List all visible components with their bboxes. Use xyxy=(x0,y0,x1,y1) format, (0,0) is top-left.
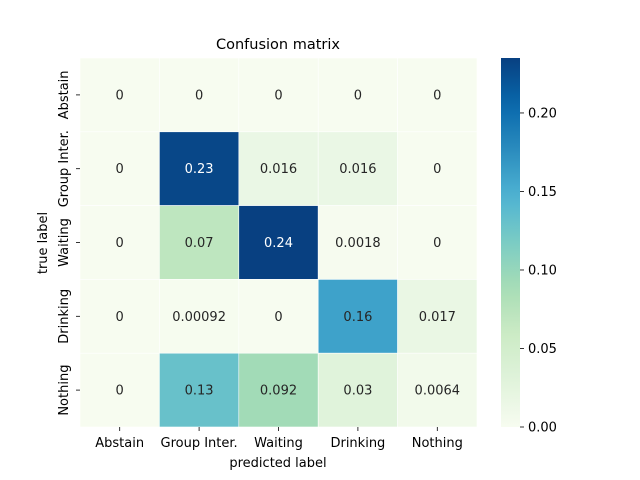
y-tick-label: Drinking xyxy=(57,289,72,344)
cell-value-label: 0.24 xyxy=(264,236,293,251)
heatmap-cell xyxy=(159,279,240,354)
y-tick-label: Group Inter. xyxy=(57,130,72,207)
cell-value-label: 0 xyxy=(116,310,124,325)
x-tick-label: Waiting xyxy=(254,436,303,451)
cell-value-label: 0.016 xyxy=(339,162,376,177)
cell-value-label: 0.092 xyxy=(260,384,297,399)
heatmap-cell xyxy=(159,205,240,280)
cell-value-label: 0.0018 xyxy=(335,236,381,251)
cell-value-label: 0.23 xyxy=(185,162,214,177)
cell-value-label: 0.03 xyxy=(343,384,372,399)
cell-value-label: 0.07 xyxy=(185,236,214,251)
y-tick-label: Abstain xyxy=(57,70,72,119)
cell-value-label: 0 xyxy=(433,236,441,251)
heatmap-cell xyxy=(317,279,398,354)
heatmap-cell xyxy=(397,279,478,354)
chart-title: Confusion matrix xyxy=(216,37,340,53)
cell-value-label: 0.13 xyxy=(185,384,214,399)
heatmap-cell xyxy=(317,57,398,133)
colorbar-tick-label: 0.05 xyxy=(528,342,557,357)
heatmap-cell xyxy=(159,352,240,428)
cell-value-label: 0.0064 xyxy=(415,384,461,399)
heatmap-cell xyxy=(79,131,160,206)
heatmap-cell xyxy=(397,205,478,280)
heatmap-cell xyxy=(397,131,478,206)
heatmap-cell xyxy=(159,57,240,133)
x-axis-label: predicted label xyxy=(229,456,326,471)
cell-value-label: 0 xyxy=(433,88,441,103)
heatmap-cell xyxy=(238,352,319,428)
heatmap-cell xyxy=(397,57,478,133)
cell-value-label: 0.00092 xyxy=(172,310,226,325)
heatmap-cell xyxy=(238,131,319,206)
y-tick-label: Nothing xyxy=(57,365,72,416)
cell-value-label: 0.16 xyxy=(343,310,372,325)
colorbar-tick-label: 0.00 xyxy=(528,421,557,436)
x-tick-label: Abstain xyxy=(95,436,144,451)
cell-value-label: 0 xyxy=(274,88,282,103)
y-axis-ticks: Abstain Group Inter. Waiting Drinking Nothin… xyxy=(57,70,80,416)
cell-value-label: 0 xyxy=(116,88,124,103)
heatmap-cell xyxy=(317,205,398,280)
x-tick-label: Group Inter. xyxy=(161,436,238,451)
cell-value-label: 0 xyxy=(354,88,362,103)
cell-value-label: 0 xyxy=(433,162,441,177)
cell-value-label: 0.017 xyxy=(419,310,456,325)
heatmap-cell xyxy=(238,57,319,133)
heatmap-cell xyxy=(238,205,319,280)
colorbar-tick-label: 0.10 xyxy=(528,263,557,278)
heatmap-cells: 0 0 0 0 0 0 0.23 0.016 0.016 0 0 0.07 0.24 0.0018 0 0 0.… xyxy=(79,57,478,428)
colorbar-tick-label: 0.20 xyxy=(528,106,557,121)
x-tick-label: Drinking xyxy=(330,436,385,451)
colorbar-ticks: 0.00 0.05 0.10 0.15 0.20 xyxy=(520,106,557,436)
heatmap-cell xyxy=(79,352,160,428)
cell-value-label: 0 xyxy=(195,88,203,103)
cell-value-label: 0 xyxy=(116,162,124,177)
heatmap-cell xyxy=(79,57,160,133)
colorbar-tick-label: 0.15 xyxy=(528,185,557,200)
x-axis-ticks: Abstain Group Inter. Waiting Drinking Nothin… xyxy=(95,427,463,451)
cell-value-label: 0 xyxy=(116,236,124,251)
x-tick-label: Nothing xyxy=(412,436,463,451)
cell-value-label: 0.016 xyxy=(260,162,297,177)
heatmap-cell xyxy=(397,352,478,428)
colorbar xyxy=(501,58,520,427)
y-axis-label: true label xyxy=(36,212,51,274)
heatmap-cell xyxy=(238,279,319,354)
y-tick-label: Waiting xyxy=(57,218,72,267)
cell-value-label: 0 xyxy=(116,384,124,399)
cell-value-label: 0 xyxy=(274,310,282,325)
